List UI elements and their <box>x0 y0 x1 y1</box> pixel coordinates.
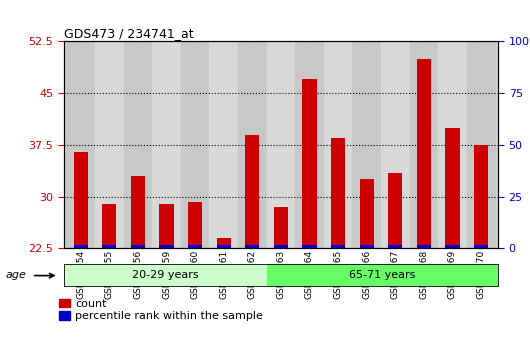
Bar <box>64 264 267 286</box>
Bar <box>352 41 381 248</box>
Bar <box>331 138 345 248</box>
Bar <box>302 79 316 248</box>
Bar <box>217 238 231 248</box>
Bar <box>152 41 181 248</box>
Bar <box>388 172 402 248</box>
Bar <box>445 245 460 248</box>
Bar <box>245 245 260 248</box>
Bar <box>131 245 145 248</box>
Bar <box>245 135 260 248</box>
Bar <box>274 245 288 248</box>
Text: GDS473 / 234741_at: GDS473 / 234741_at <box>64 27 193 40</box>
Bar <box>359 179 374 248</box>
Text: age: age <box>5 270 26 280</box>
Bar <box>181 41 209 248</box>
Bar <box>445 128 460 248</box>
Bar <box>102 245 117 248</box>
Bar <box>123 41 152 248</box>
Bar <box>217 245 231 248</box>
Bar <box>274 207 288 248</box>
Bar <box>188 245 202 248</box>
Bar <box>267 41 295 248</box>
Bar <box>74 152 88 248</box>
Bar <box>238 41 267 248</box>
Bar <box>160 204 174 248</box>
Bar <box>467 41 496 248</box>
Bar <box>102 204 117 248</box>
Bar <box>417 245 431 248</box>
Bar <box>381 41 410 248</box>
Bar <box>410 41 438 248</box>
Text: 20-29 years: 20-29 years <box>132 270 198 280</box>
Legend: count, percentile rank within the sample: count, percentile rank within the sample <box>58 299 263 321</box>
Bar <box>474 245 488 248</box>
Bar <box>188 202 202 248</box>
Bar <box>131 176 145 248</box>
Bar <box>295 41 324 248</box>
Bar <box>302 245 316 248</box>
Bar <box>359 245 374 248</box>
Bar <box>160 245 174 248</box>
Bar <box>267 264 498 286</box>
Bar <box>388 245 402 248</box>
Bar <box>331 245 345 248</box>
Bar <box>209 41 238 248</box>
Bar <box>438 41 467 248</box>
Bar <box>324 41 352 248</box>
Text: 65-71 years: 65-71 years <box>349 270 416 280</box>
Bar <box>95 41 123 248</box>
Bar <box>66 41 95 248</box>
Bar <box>474 145 488 248</box>
Bar <box>417 59 431 248</box>
Bar <box>74 245 88 248</box>
